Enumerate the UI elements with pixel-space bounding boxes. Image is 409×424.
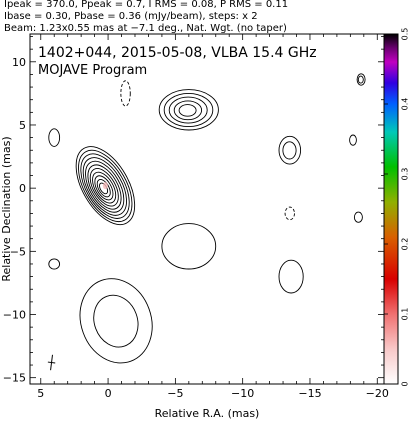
- contour-east-wisp-level-1: [48, 128, 61, 147]
- contour-far-west-knot-level-2: [357, 75, 364, 84]
- contour-north-jet-knot-level-2: [163, 92, 214, 128]
- colorbar-tick-label: 0: [401, 381, 409, 386]
- colorbar-tick-label: 0.3: [401, 168, 409, 181]
- negative-contour-2: [284, 206, 295, 221]
- colorbar: [383, 33, 399, 385]
- y-tick-label: −5: [10, 245, 26, 258]
- contour-core-level-1: [75, 146, 136, 226]
- header-line-1: Ipeak = 370.0, Ppeak = 0.7, I RMS = 0.08…: [4, 0, 288, 10]
- contour-north-west-knot-level-2: [282, 141, 297, 160]
- beam-marker: [47, 354, 56, 371]
- chart-title: 1402+044, 2015-05-08, VLBA 15.4 GHz: [38, 45, 317, 61]
- contour-core-level-2: [78, 149, 133, 222]
- contour-core-level-5: [85, 160, 125, 213]
- contour-north-jet-knot-level-3: [168, 96, 208, 124]
- colorbar-tick-label: 0.2: [401, 238, 409, 251]
- contour-core-level-8: [92, 171, 117, 204]
- contour-far-west-knot-level-1: [356, 73, 366, 86]
- contour-core-level-4: [82, 157, 127, 216]
- contour-east-south-wisp-level-1: [48, 258, 61, 270]
- y-tick-label: −15: [3, 372, 26, 385]
- contour-core-level-3: [80, 153, 130, 219]
- x-tick-label: 0: [105, 387, 112, 400]
- y-tick-label: 0: [19, 182, 26, 195]
- chart-subtitle: MOJAVE Program: [38, 63, 147, 78]
- header-line-3: Beam: 1.23x0.55 mas at −7.1 deg., Nat. W…: [4, 23, 287, 34]
- colorbar-tick-label: 0.4: [401, 98, 409, 111]
- x-tick-label: −20: [366, 387, 389, 400]
- y-tick-label: −10: [3, 309, 26, 322]
- contour-south-west-wisp-level-1: [353, 211, 363, 223]
- header-line-2: Ibase = 0.30, Pbase = 0.36 (mJy/beam), s…: [4, 11, 258, 22]
- x-tick-label: −15: [298, 387, 321, 400]
- y-axis-label: Relative Declination (mas): [0, 136, 13, 281]
- plot-frame: [29, 33, 385, 385]
- contour-core-level-7: [89, 168, 119, 207]
- x-tick-label: 5: [37, 387, 44, 400]
- x-tick-label: −10: [231, 387, 254, 400]
- contour-north-west-knot-level-1: [278, 135, 302, 165]
- contour-core-level-9: [94, 175, 114, 201]
- colorbar-tick-label: 0.1: [401, 308, 409, 321]
- contour-central-south-blob-level-1: [161, 223, 217, 270]
- y-tick-label: 10: [12, 56, 26, 69]
- contour-core-level-6: [87, 164, 122, 210]
- contour-southern-blob-level-2: [93, 294, 139, 348]
- contour-south-west-blob-level-1: [278, 259, 304, 294]
- x-axis-label: Relative R.A. (mas): [155, 407, 260, 420]
- contour-north-jet-knot-level-4: [173, 100, 203, 121]
- y-tick-label: 5: [19, 119, 26, 132]
- contour-southern-blob-level-1: [79, 278, 153, 364]
- contour-north-jet-knot-level-1: [158, 89, 219, 131]
- colorbar-tick-label: 0.5: [401, 28, 409, 41]
- negative-contour-1: [120, 80, 131, 107]
- contour-north-jet-knot-level-5: [178, 104, 197, 117]
- x-tick-label: −5: [167, 387, 183, 400]
- contour-west-wisp-level-1: [349, 134, 357, 146]
- core-peak-marker: [102, 182, 108, 190]
- contour-core-level-10: [96, 179, 111, 198]
